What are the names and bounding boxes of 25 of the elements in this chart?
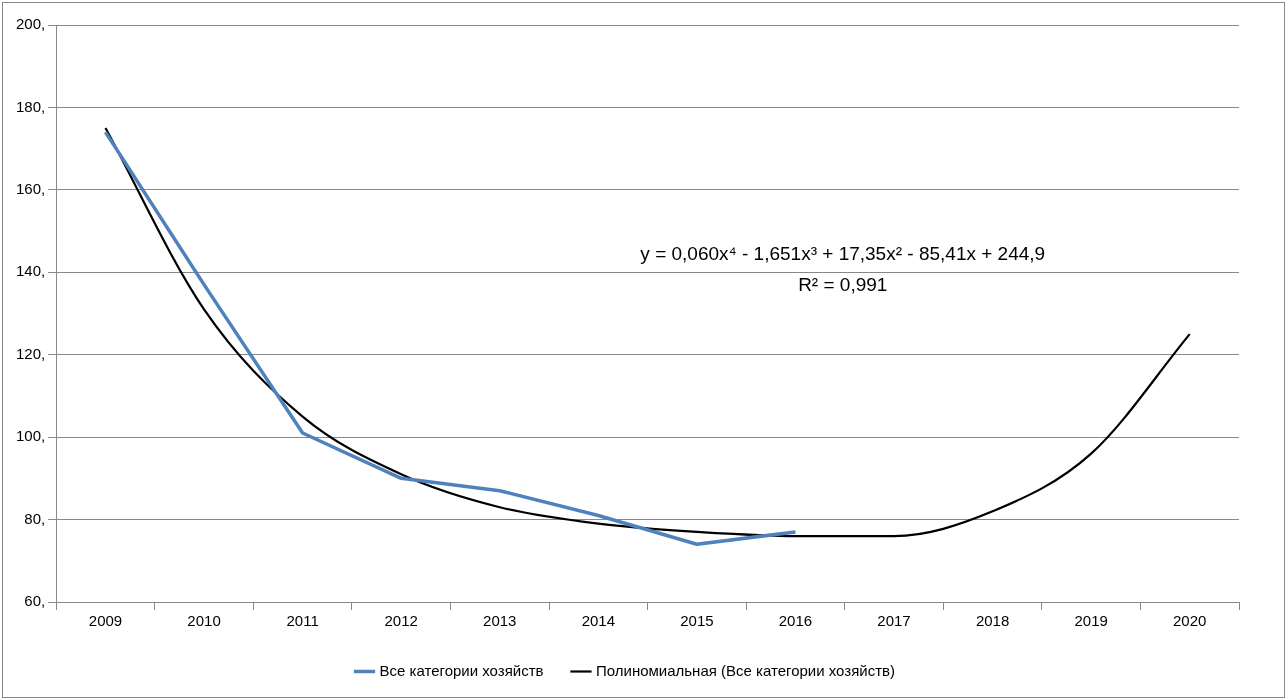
x-tick-label: 2010: [187, 612, 221, 630]
y-tick-label: 160,: [15, 180, 46, 197]
x-tick-label: 2016: [778, 612, 813, 630]
x-tick-label: 2011: [286, 612, 319, 630]
line-series: [104, 126, 1191, 538]
x-tick-label: 2009: [88, 612, 123, 630]
x-tick-label: 2012: [384, 612, 418, 630]
annotation: R² = 0,991: [798, 274, 888, 296]
y-tick-label: 100,: [15, 427, 46, 445]
y-tick-label: 180,: [15, 97, 46, 115]
legend-label: Полиномиальная (Все категории хозяйств): [595, 661, 895, 679]
legend-label: Все категории хозяйств: [379, 661, 544, 679]
x-tick-label: 2018: [975, 612, 1010, 630]
x-tick-label: 2014: [581, 612, 615, 630]
y-tick-label: 80,: [24, 509, 46, 527]
x-tick-label: 2019: [1074, 612, 1108, 630]
x-tick-label: 2020: [1173, 612, 1207, 630]
y-tick-label: 200,: [15, 15, 46, 33]
x-tick-label: 2017: [877, 612, 911, 630]
x-tick-label: 2013: [483, 612, 517, 630]
annotation: y = 0,060x⁴ - 1,651x³ + 17,35x² - 85,41x + 244,9: [640, 243, 1046, 265]
x-tick-label: 2015: [680, 612, 714, 630]
y-tick-label: 140,: [15, 262, 46, 280]
y-tick-label: 60,: [24, 592, 46, 610]
y-tick-label: 120,: [15, 344, 46, 362]
